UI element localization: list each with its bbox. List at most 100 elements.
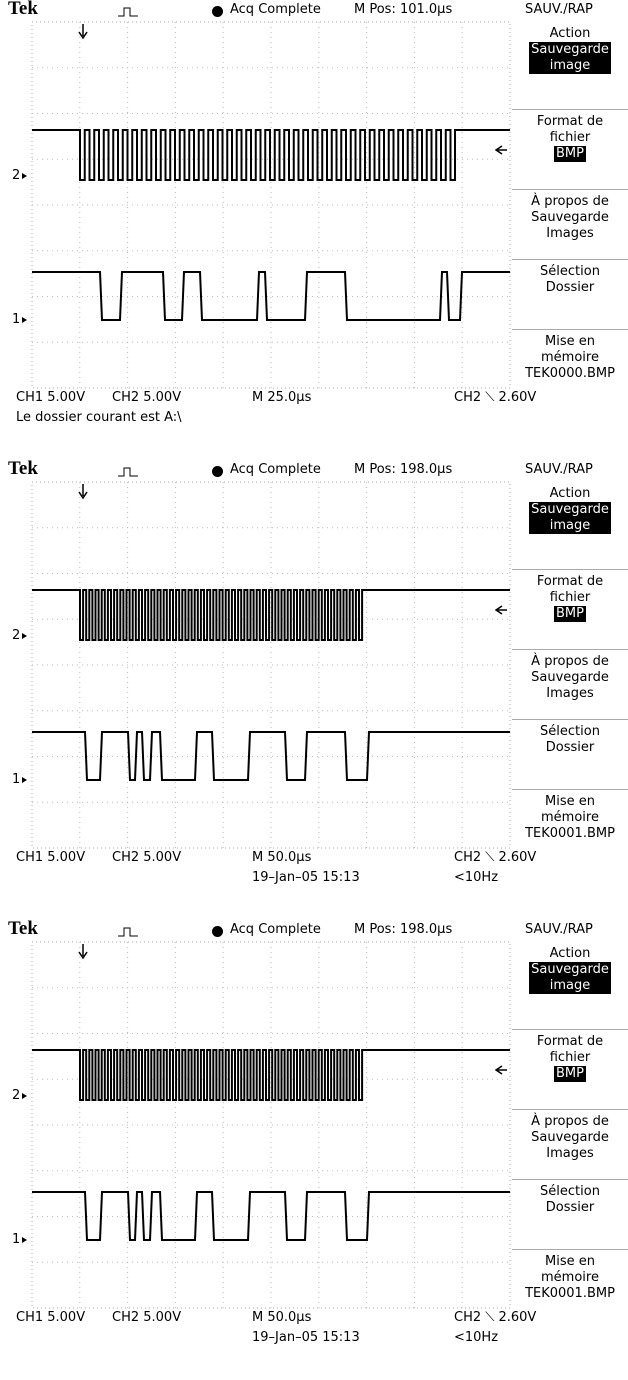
menu-label: Sélection (512, 264, 628, 280)
menu-label: fichier (512, 130, 628, 146)
menu-label: fichier (512, 590, 628, 606)
menu-label: Sauvegarde (512, 670, 628, 686)
marker-arrow (22, 317, 27, 323)
menu-label: Sélection (512, 724, 628, 740)
trigger-icon (118, 8, 138, 16)
menu-value-line: Sauvegarde (531, 502, 609, 518)
trigger-level (496, 146, 507, 154)
frequency: <10Hz (454, 870, 498, 885)
menu-value: BMP (554, 1066, 586, 1082)
trigger-pos (79, 484, 87, 498)
trigger-icon (118, 928, 138, 936)
date: 19–Jan–05 15:13 (252, 1330, 360, 1345)
menu-label: Mise en (512, 1254, 628, 1270)
menu-label: À propos de (512, 654, 628, 670)
caption: Le dossier courant est A:\ (16, 410, 182, 425)
scope-screen: TekAcq CompleteM Pos: 198.0µsSAUV./RAP21… (0, 460, 628, 920)
trigger: CH2 ⟍ 2.60V (454, 1310, 536, 1325)
page: TekAcq CompleteM Pos: 101.0µsSAUV./RAP21… (0, 0, 628, 1378)
marker-arrow (22, 1093, 27, 1099)
menu-label: Dossier (512, 1200, 628, 1216)
trigger-icon (118, 468, 138, 476)
menu-item: Mise enmémoireTEK0001.BMP (512, 789, 628, 847)
menu-item: SélectionDossier (512, 1179, 628, 1249)
menu-label: TEK0001.BMP (512, 826, 628, 842)
menu-label: Images (512, 226, 628, 242)
date: 19–Jan–05 15:13 (252, 870, 360, 885)
menu-label: Action (512, 946, 628, 962)
timebase: M 50.0µs (252, 1310, 311, 1325)
marker-arrow (22, 173, 27, 179)
menu-item: À propos deSauvegardeImages (512, 1109, 628, 1179)
menu-item: ActionSauvegardeimage (512, 942, 628, 1029)
menu-value-line: image (531, 518, 609, 534)
trigger-level (496, 606, 507, 614)
frame (32, 482, 510, 848)
menu-value-line: image (531, 58, 609, 74)
menu-label: Format de (512, 114, 628, 130)
trigger: CH2 ⟍ 2.60V (454, 850, 536, 865)
ch1-scale: CH1 5.00V (16, 850, 85, 865)
menu-value-line: BMP (556, 1066, 584, 1082)
frame (32, 942, 510, 1308)
timebase: M 25.0µs (252, 390, 311, 405)
menu-item: Mise enmémoireTEK0000.BMP (512, 329, 628, 387)
ch1-scale: CH1 5.00V (16, 1310, 85, 1325)
timebase: M 50.0µs (252, 850, 311, 865)
menu-label: Format de (512, 1034, 628, 1050)
channel-marker: 1 (12, 312, 20, 327)
menu-value-line: Sauvegarde (531, 962, 609, 978)
channel-marker: 2 (12, 168, 20, 183)
ch1-scale: CH1 5.00V (16, 390, 85, 405)
channel-marker: 1 (12, 772, 20, 787)
menu-label: mémoire (512, 350, 628, 366)
menu-item: À propos deSauvegardeImages (512, 189, 628, 259)
menu-value-line: BMP (556, 146, 584, 162)
menu-value: BMP (554, 146, 586, 162)
ch2-scale: CH2 5.00V (112, 1310, 181, 1325)
menu-label: À propos de (512, 1114, 628, 1130)
menu-label: Mise en (512, 794, 628, 810)
marker-arrow (22, 1237, 27, 1243)
menu-label: Images (512, 1146, 628, 1162)
menu-value-line: Sauvegarde (531, 42, 609, 58)
trigger-pos (79, 24, 87, 38)
menu-label: Action (512, 486, 628, 502)
menu-label: mémoire (512, 1270, 628, 1286)
menu-label: Sélection (512, 1184, 628, 1200)
ch2-scale: CH2 5.00V (112, 850, 181, 865)
menu-label: TEK0000.BMP (512, 366, 628, 382)
menu-label: Sauvegarde (512, 210, 628, 226)
menu-item: SélectionDossier (512, 719, 628, 789)
menu-label: TEK0001.BMP (512, 1286, 628, 1302)
menu-label: Dossier (512, 280, 628, 296)
menu-label: Mise en (512, 334, 628, 350)
channel-marker: 1 (12, 1232, 20, 1247)
frame (32, 22, 510, 388)
menu-value-line: image (531, 978, 609, 994)
menu-label: fichier (512, 1050, 628, 1066)
menu-value: BMP (554, 606, 586, 622)
menu-value-line: BMP (556, 606, 584, 622)
trigger: CH2 ⟍ 2.60V (454, 390, 536, 405)
menu-label: mémoire (512, 810, 628, 826)
channel-marker: 2 (12, 1088, 20, 1103)
ch2-scale: CH2 5.00V (112, 390, 181, 405)
trigger-pos (79, 944, 87, 958)
marker-arrow (22, 777, 27, 783)
channel-marker: 2 (12, 628, 20, 643)
frequency: <10Hz (454, 1330, 498, 1345)
menu-label: À propos de (512, 194, 628, 210)
